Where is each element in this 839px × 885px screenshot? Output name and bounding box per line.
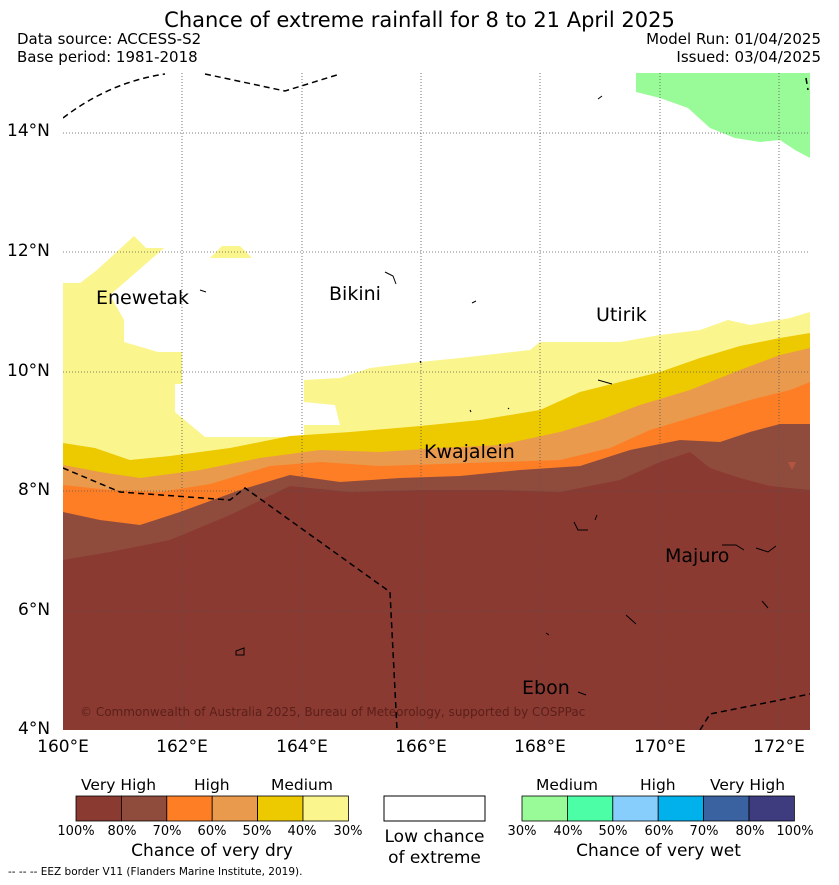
- place-bikini: Bikini: [329, 283, 381, 305]
- place-majuro: Majuro: [665, 545, 730, 567]
- lon-label-164e: 164°E: [276, 737, 328, 757]
- dry-header-very-high: Very High: [81, 776, 157, 794]
- base-period: Base period: 1981-2018: [17, 48, 198, 66]
- wet-tick: 40%: [553, 824, 583, 839]
- wet-swatch-2: [612, 795, 659, 822]
- lon-label-170e: 170°E: [634, 737, 686, 757]
- dry-caption: Chance of very dry: [131, 841, 293, 861]
- issued-date: Issued: 03/04/2025: [676, 48, 821, 66]
- neutral-caption-2: of extreme: [388, 848, 481, 868]
- wet-swatch-5: [748, 795, 795, 822]
- dry-swatch-0: [75, 795, 122, 822]
- lat-label-12n: 12°N: [7, 241, 50, 261]
- wet-swatch-1: [567, 795, 614, 822]
- dry-tick: 100%: [57, 824, 95, 839]
- dry-swatch-4: [257, 795, 304, 822]
- dry-swatch-1: [121, 795, 168, 822]
- islands: [199, 95, 777, 696]
- lon-label-168e: 168°E: [514, 737, 566, 757]
- model-run: Model Run: 01/04/2025: [646, 30, 821, 48]
- place-ebon: Ebon: [522, 677, 570, 699]
- chart-title: Chance of extreme rainfall for 8 to 21 A…: [164, 8, 675, 32]
- wet-swatch-0: [521, 795, 568, 822]
- wet-colorbar: [521, 795, 795, 822]
- wet-tick: 80%: [735, 824, 765, 839]
- dry-tick: 60%: [197, 824, 227, 839]
- wet-header-high: High: [640, 776, 676, 794]
- low-chance-blob: [304, 402, 340, 425]
- place-utirik: Utirik: [596, 304, 647, 326]
- map-plot-area: [63, 73, 810, 730]
- eez-border: [63, 73, 810, 730]
- dry-tick: 80%: [107, 824, 137, 839]
- wet-swatch-4: [703, 795, 750, 822]
- lat-label-8n: 8°N: [18, 480, 51, 500]
- dry-header-medium: Medium: [271, 776, 333, 794]
- lon-label-162e: 162°E: [156, 737, 208, 757]
- lon-label-160e: 160°E: [37, 737, 89, 757]
- neutral-box: [383, 795, 486, 822]
- wet-tick: 60%: [644, 824, 674, 839]
- data-source: Data source: ACCESS-S2: [17, 30, 202, 48]
- wet-swatch-3: [657, 795, 704, 822]
- wet-header-very-high: Very High: [710, 776, 786, 794]
- dry-tick: 30%: [333, 824, 363, 839]
- dry-swatch-5: [302, 795, 349, 822]
- copyright-notice: © Commonwealth of Australia 2025, Bureau…: [80, 705, 586, 719]
- lat-label-4n: 4°N: [18, 719, 51, 739]
- wet-tick: 30%: [507, 824, 537, 839]
- wet-tick: 100%: [776, 824, 814, 839]
- place-enewetak: Enewetak: [96, 287, 190, 309]
- dry-tick: 50%: [242, 824, 272, 839]
- wet-30-40-zone: [636, 73, 810, 158]
- dry-tick: 40%: [287, 824, 317, 839]
- neutral-caption-1: Low chance: [384, 827, 485, 847]
- lat-label-10n: 10°N: [7, 361, 50, 381]
- dry-swatch-2: [166, 795, 213, 822]
- wet-tick: 50%: [598, 824, 628, 839]
- lon-label-172e: 172°E: [753, 737, 805, 757]
- eez-footnote: -- -- -- EEZ border V11 (Flanders Marine…: [8, 866, 303, 878]
- dry-header-high: High: [194, 776, 230, 794]
- place-kwajalein: Kwajalein: [424, 441, 515, 463]
- dry-tick: 70%: [152, 824, 182, 839]
- wet-header-medium: Medium: [536, 776, 598, 794]
- lon-label-166e: 166°E: [395, 737, 447, 757]
- small-marker: [788, 462, 796, 470]
- lat-label-6n: 6°N: [18, 600, 51, 620]
- wet-tick: 70%: [689, 824, 719, 839]
- dry-swatch-3: [211, 795, 258, 822]
- wet-caption: Chance of very wet: [576, 841, 741, 861]
- lat-label-14n: 14°N: [7, 121, 50, 141]
- dry-80-100-zone: [63, 452, 810, 730]
- dry-colorbar: [75, 795, 349, 822]
